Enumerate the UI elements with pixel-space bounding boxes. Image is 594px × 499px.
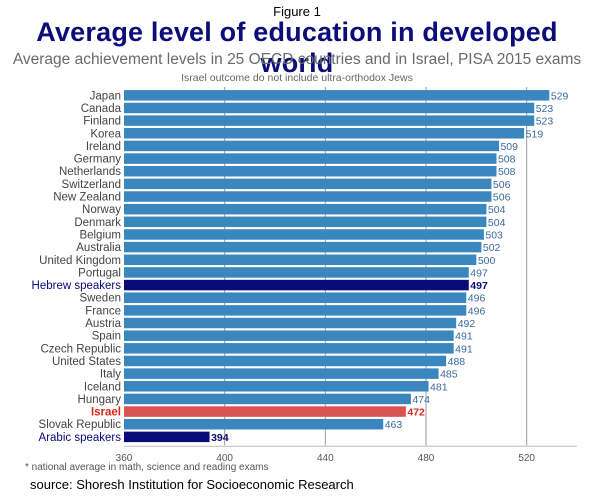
category-label: Iceland [84,381,121,393]
value-label: 496 [468,293,486,305]
bar [124,418,384,430]
category-label: Sweden [79,293,121,305]
category-label: Slovak Republic [39,419,122,431]
bar [124,317,457,329]
x-tick-label: 400 [216,453,233,464]
footnote: * national average in math, science and … [25,462,269,473]
value-label: 474 [412,394,430,406]
value-label: 504 [488,204,506,216]
category-label: France [85,305,121,317]
value-label: 497 [470,280,488,292]
value-label: 523 [536,103,554,115]
value-label: 523 [536,116,554,128]
value-label: 481 [430,381,448,393]
x-tick-label: 360 [116,453,133,464]
bar [124,343,454,354]
value-label: 492 [458,318,476,330]
value-label: 496 [468,305,486,317]
chart-note: Israel outcome do not include ultra-orth… [181,72,413,84]
bar [124,305,467,316]
category-label: Italy [100,369,121,381]
category-label: Spain [92,331,121,343]
category-label: Belgium [79,229,121,241]
category-label: Hungary [78,394,122,406]
bar [124,229,484,240]
value-label: 497 [470,267,488,279]
value-label: 472 [407,407,425,419]
x-tick-label: 480 [418,453,435,464]
bar [124,128,525,139]
bar [124,115,535,126]
category-label: Canada [81,103,122,115]
bar [124,368,439,379]
category-label: Hebrew speakers [32,280,122,292]
bar [124,153,497,164]
chart-subtitle: Average achievement levels in 25 OECD co… [12,51,582,68]
value-label: 508 [498,154,516,166]
bar [124,102,535,114]
value-label: 491 [455,331,473,343]
value-label: 504 [488,217,506,229]
category-label: Switzerland [62,179,121,191]
category-label: Arabic speakers [39,432,122,444]
category-label: Ireland [86,141,121,153]
bar [124,191,492,202]
category-label: Australia [76,242,121,254]
value-label: 509 [500,141,518,153]
category-label: United States [52,356,121,368]
category-label: Korea [90,128,121,140]
value-label: 529 [551,90,569,102]
value-label: 500 [478,255,496,267]
figure-label: Figure 1 [273,4,321,19]
category-label: Norway [82,204,121,216]
category-label: Portugal [78,267,121,279]
value-label: 488 [448,356,466,368]
chart-title: Average level of education in developed … [36,17,558,78]
category-label: Netherlands [59,166,121,178]
category-label: Japan [90,90,121,102]
bar [124,203,487,215]
category-label: United Kingdom [39,255,121,267]
bar [124,292,467,303]
category-label: Finland [83,116,121,128]
bar [124,178,492,190]
bar [124,140,499,152]
value-label: 463 [385,419,403,431]
category-label: New Zealand [53,192,121,204]
value-label: 506 [493,192,511,204]
bar [124,241,482,253]
value-label: 485 [440,369,458,381]
bar [124,254,477,266]
value-label: 519 [526,128,544,140]
bar [124,267,469,278]
category-label: Germany [74,154,122,166]
bar [124,355,447,367]
bar [124,381,429,392]
bar [124,90,550,101]
x-tick-label: 520 [518,453,535,464]
category-label: Austria [85,318,121,330]
source-credit: source: Shoresh Institution for Socioeco… [30,477,354,492]
bar [124,406,406,417]
value-label: 394 [211,432,229,444]
bar [124,330,454,341]
bar [124,165,497,177]
bar [124,393,411,405]
value-label: 506 [493,179,511,191]
value-label: 491 [455,343,473,355]
value-label: 502 [483,242,501,254]
category-label: Czech Republic [40,343,121,355]
bar [124,431,210,443]
value-label: 503 [485,229,503,241]
category-label: Israel [91,407,121,419]
x-tick-label: 440 [317,453,334,464]
category-label: Denmark [74,217,121,229]
bar [124,279,469,291]
bar [124,216,487,228]
value-label: 508 [498,166,516,178]
